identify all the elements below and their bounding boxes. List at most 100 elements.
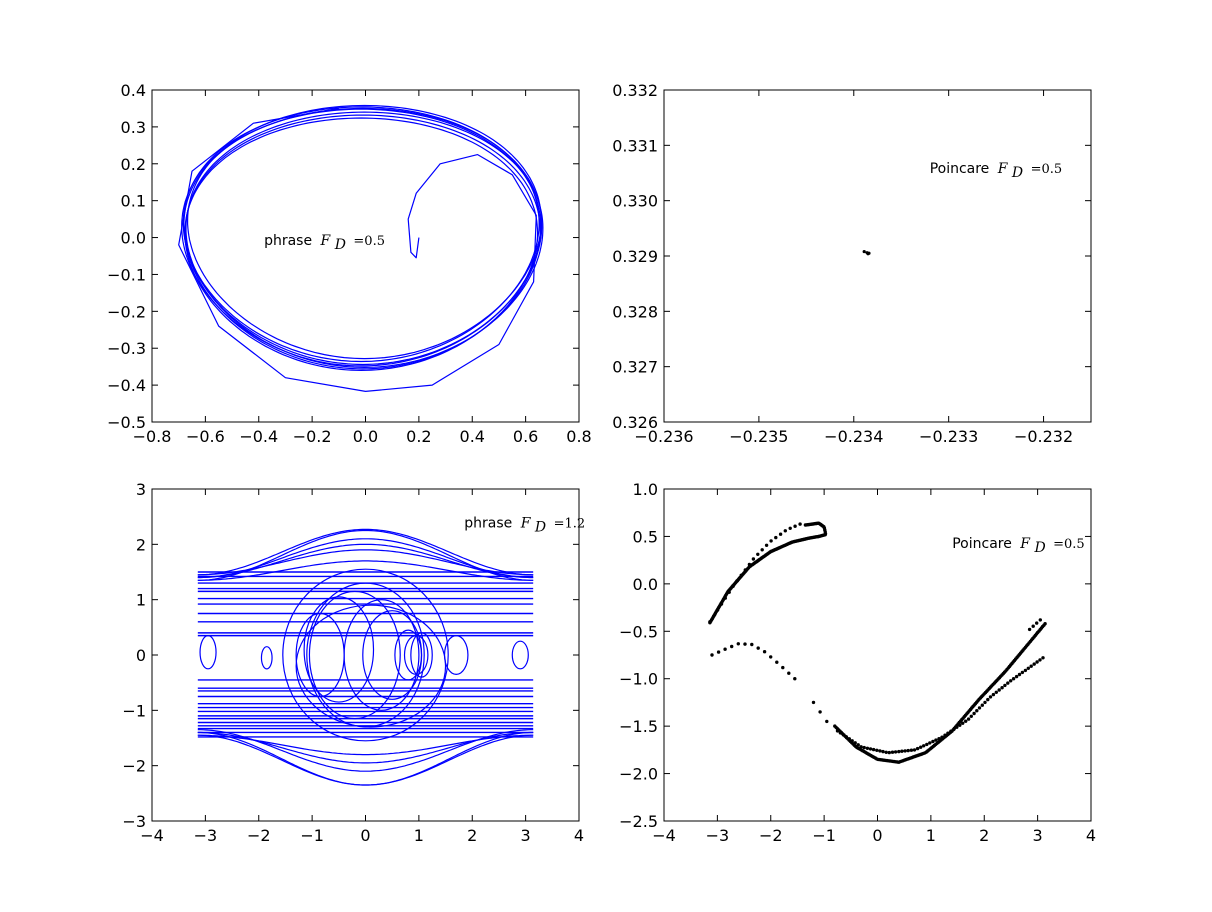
poincare-point — [988, 695, 993, 699]
y-tick-label: 0.329 — [612, 247, 658, 266]
poincare-point — [915, 746, 920, 751]
poincare-point — [952, 727, 956, 731]
poincare-point — [850, 739, 854, 743]
x-tick-label: 4 — [574, 826, 584, 845]
y-tick-label: 0.327 — [612, 358, 658, 377]
poincare-point — [986, 697, 990, 702]
x-tick-label: −0.4 — [239, 427, 278, 446]
poincare-point — [862, 745, 866, 750]
x-tick-label: −0.236 — [634, 427, 693, 446]
x-tick-label: 2 — [979, 826, 989, 845]
poincare-point — [900, 749, 904, 753]
poincare-point — [997, 688, 1001, 692]
y-tick-label: −2 — [122, 757, 146, 776]
y-tick-label: −0.1 — [107, 265, 146, 284]
annotation-symbol: F — [997, 161, 1009, 177]
annotation-eq: =0.5 — [353, 234, 385, 249]
poincare-point — [980, 703, 984, 707]
poincare-point — [760, 548, 764, 552]
poincare-point — [716, 650, 721, 654]
annotation-subscript: D — [534, 520, 546, 536]
poincare-point — [775, 660, 779, 664]
poincare-point — [1035, 660, 1039, 664]
poincare-point — [769, 539, 773, 543]
poincare-point — [1006, 681, 1010, 685]
x-tick-label: 1 — [926, 826, 936, 845]
annotation-word: phrase — [264, 233, 312, 249]
poincare-point — [966, 717, 971, 721]
poincare-point — [751, 557, 756, 561]
poincare-point — [1031, 624, 1035, 628]
x-tick-label: 3 — [1033, 826, 1043, 845]
poincare-point — [969, 714, 973, 718]
poincare-point — [931, 739, 935, 744]
poincare-point — [764, 543, 769, 547]
poincare-point — [865, 746, 870, 750]
poincare-point — [747, 562, 752, 567]
poincare-point — [783, 529, 787, 533]
plot-area — [152, 90, 579, 422]
annotation: phrase F D =1.2 — [464, 516, 585, 536]
x-tick-label: −1 — [812, 826, 836, 845]
x-tick-label: −1 — [300, 826, 324, 845]
poincare-point — [937, 737, 941, 741]
x-tick-label: 0 — [360, 826, 370, 845]
subplot-poincare-fd-0.5-b: −4 −3 −2 −1 0 1 2 3 4 −2.5 −2.0 −1.5 −1.0 −0.5 0.0 0.5 1… — [619, 480, 1096, 845]
poincare-point — [866, 252, 870, 256]
x-tick-label: −0.234 — [824, 427, 883, 446]
y-tick-label: 0.4 — [121, 81, 146, 100]
y-tick-label: −0.5 — [619, 622, 658, 641]
poincare-point — [743, 642, 747, 646]
y-tick-label: 0.331 — [612, 136, 658, 155]
poincare-point — [1020, 670, 1025, 675]
poincare-point — [731, 584, 735, 588]
trajectory-loop — [260, 646, 273, 670]
poincare-point — [871, 747, 876, 752]
poincare-point — [730, 644, 734, 649]
transient-trajectory — [178, 107, 537, 392]
trajectory-loop — [295, 612, 345, 698]
poincare-point — [756, 646, 760, 650]
trajectory-loop — [303, 596, 375, 703]
poincare-point — [723, 596, 727, 600]
poincare-point — [736, 642, 740, 646]
y-tick-label: 0.5 — [633, 527, 658, 546]
y-tick-label: 0.0 — [121, 229, 146, 248]
y-tick-label: −0.3 — [107, 339, 146, 358]
poincare-point — [856, 743, 860, 747]
poincare-point — [712, 614, 716, 618]
trajectory-loop — [295, 604, 447, 728]
y-tick-label: −0.5 — [107, 413, 146, 432]
x-tick-label: −0.233 — [919, 427, 978, 446]
poincare-point — [961, 721, 965, 725]
poincare-point — [1027, 627, 1032, 632]
poincare-point — [1035, 621, 1039, 625]
annotation-word: phrase — [464, 516, 512, 532]
poincare-point — [994, 690, 998, 694]
poincare-point — [798, 522, 802, 526]
poincare-point — [825, 719, 829, 724]
poincare-point — [972, 711, 976, 716]
poincare-point — [710, 653, 714, 657]
poincare-point — [844, 735, 848, 739]
poincare-point — [878, 749, 882, 753]
annotation-word: Poincare — [930, 161, 990, 177]
x-tick-label: 1 — [414, 826, 424, 845]
poincare-point — [762, 650, 767, 654]
trajectory-arc — [197, 560, 534, 581]
poincare-point — [884, 750, 888, 754]
x-tick-label: 4 — [1086, 826, 1096, 845]
y-tick-label: −1.5 — [619, 717, 658, 736]
poincare-point — [1032, 662, 1036, 666]
poincare-point — [793, 677, 797, 681]
annotation: phrase F D =0.5 — [264, 233, 385, 253]
annotation-symbol: F — [520, 516, 532, 532]
y-tick-label: 1.0 — [633, 480, 658, 499]
poincare-point — [838, 731, 843, 735]
poincare-point — [975, 709, 979, 713]
poincare-point — [739, 573, 743, 577]
poincare-point — [719, 602, 724, 606]
x-tick-label: 0.0 — [353, 427, 378, 446]
